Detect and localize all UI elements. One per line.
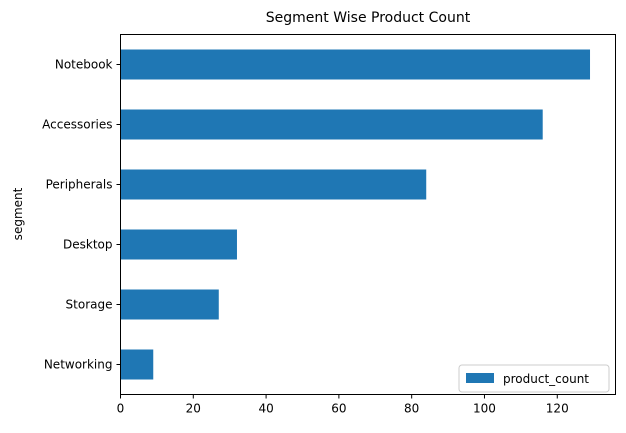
legend: product_count [458,364,610,393]
y-tick-label: Notebook [55,58,113,72]
bar-accessories [120,109,543,140]
bar-desktop [120,229,237,260]
x-tick-label: 100 [473,402,496,416]
x-tick-label: 40 [258,402,273,416]
y-tick-label: Peripherals [46,178,113,192]
bar-storage [120,289,219,320]
x-tick-label: 0 [117,402,125,416]
legend-swatch [466,373,494,383]
bar-peripherals [120,169,427,200]
bar-networking [120,349,154,380]
bar-group [120,49,591,380]
x-tick-label: 80 [404,402,419,416]
y-tick-label: Accessories [42,118,112,132]
plot-frame [120,34,616,395]
chart-title: Segment Wise Product Count [266,10,471,26]
x-tick-label: 20 [186,402,201,416]
y-tick-label: Desktop [63,238,113,252]
legend-label: product_count [503,372,589,386]
y-axis-label: segment [11,187,25,240]
legend-frame [458,364,610,393]
y-tick-label: Storage [66,298,113,312]
y-tick-group: Notebook Accessories Peripherals Desktop Sto… [42,58,121,372]
bar-notebook [120,49,591,80]
x-tick-group: 0 20 40 60 80 100 120 [117,394,569,416]
x-tick-label: 120 [546,402,569,416]
y-tick-label: Networking [44,358,113,372]
x-tick-label: 60 [331,402,346,416]
